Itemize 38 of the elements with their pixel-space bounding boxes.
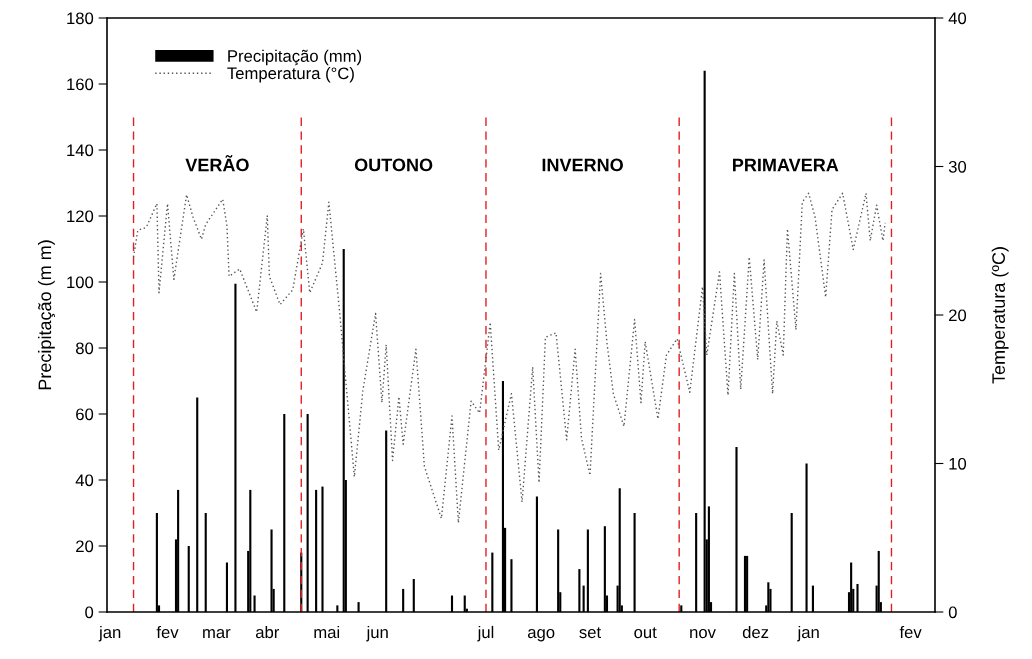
x-tick-label: mai: [314, 625, 340, 639]
y2-tick-label: 0: [948, 606, 957, 619]
y2-tick-label: 40: [948, 12, 967, 25]
x-tick-label: set: [579, 627, 601, 639]
x-tick-label: jan: [797, 625, 819, 642]
y-tick-label: 120: [67, 210, 94, 223]
x-tick-label: abr: [255, 625, 280, 639]
annotation: VERÃO: [185, 155, 249, 172]
x-tick-label: fev: [156, 625, 179, 639]
x-tick-label: jun: [366, 625, 388, 642]
annotation: PRIMAVERA: [733, 158, 839, 172]
y-tick-label: 0: [85, 606, 94, 619]
annotation: INVERNO: [542, 158, 623, 172]
x-tick-label: jul: [477, 625, 494, 642]
x-tick-label: nov: [690, 629, 716, 639]
y-tick-label: 80: [75, 342, 94, 355]
x-tick-label: mar: [203, 629, 231, 639]
y2-axis-title: Temperatura (ºC): [991, 247, 1009, 384]
y2-tick-label: 20: [949, 309, 967, 322]
line-series: [132, 192, 886, 524]
x-tick-label: out: [634, 627, 657, 639]
y-tick-label: 160: [67, 78, 94, 91]
y2-tick-label: 30: [948, 160, 967, 173]
annotation: OUTONO: [354, 158, 433, 172]
x-tick-label: dez: [742, 625, 769, 639]
x-tick-label: fev: [899, 625, 922, 639]
x-tick-label: jan: [98, 625, 121, 642]
y2-tick-label: 10: [949, 457, 967, 470]
y-tick-label: 40: [75, 474, 94, 487]
legend-label: Precipitação (mm): [228, 49, 362, 66]
x-tick-label: ago: [527, 629, 555, 642]
legend-label: Temperatura (°C): [227, 66, 354, 83]
y-tick-label: 20: [76, 540, 94, 553]
y-axis-title: Precipitação (m m): [37, 240, 55, 390]
y-tick-label: 60: [76, 408, 94, 421]
y-tick-label: 140: [67, 144, 94, 157]
y-tick-label: 100: [67, 276, 94, 289]
y-tick-label: 180: [67, 12, 94, 25]
